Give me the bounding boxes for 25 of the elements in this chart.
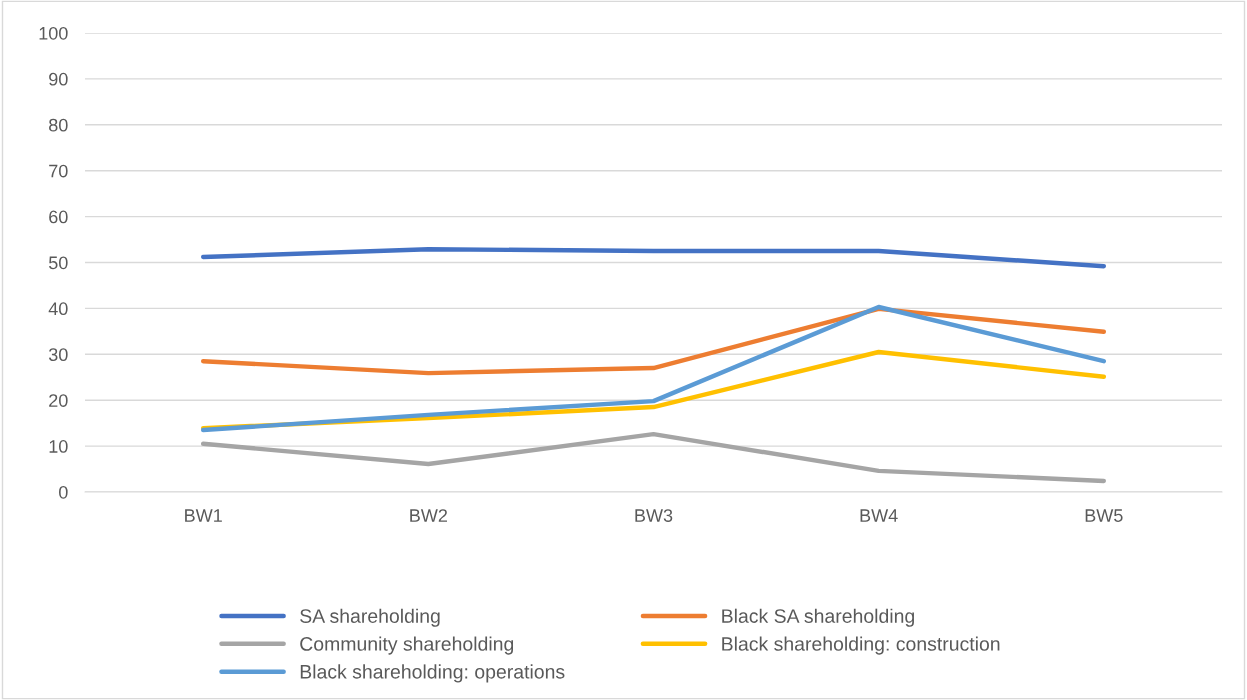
line-series (200, 431, 1107, 484)
x-tick-label: BW3 (635, 509, 673, 522)
legend-label: SA shareholding (300, 608, 440, 627)
y-tick-label: 50 (48, 256, 68, 270)
y-tick-label: 60 (49, 210, 68, 224)
y-tick-label: 80 (49, 118, 68, 132)
y-tick-label: 10 (49, 440, 68, 453)
y-tick-label: 20 (49, 394, 68, 407)
y-tick-label: 0 (59, 485, 68, 499)
legend-label: Black shareholding: operations (300, 664, 565, 683)
x-tick-label: BW5 (1085, 509, 1123, 522)
legend-label: Black shareholding: construction (722, 636, 1000, 655)
y-tick-label: 40 (48, 302, 68, 316)
legend-label: Community shareholding (300, 636, 514, 655)
y-tick-label: 30 (48, 348, 68, 362)
x-tick-label: BW2 (410, 509, 448, 522)
line-series (200, 246, 1107, 269)
y-tick-label: 70 (49, 164, 68, 178)
x-tick-label: BW1 (185, 509, 222, 522)
x-tick-label: BW4 (860, 509, 898, 522)
y-tick-label: 100 (39, 26, 68, 40)
y-tick-label: 90 (49, 72, 68, 86)
line-series (200, 304, 1107, 433)
legend-label: Black SA shareholding (722, 608, 914, 627)
line-series (200, 306, 1107, 376)
